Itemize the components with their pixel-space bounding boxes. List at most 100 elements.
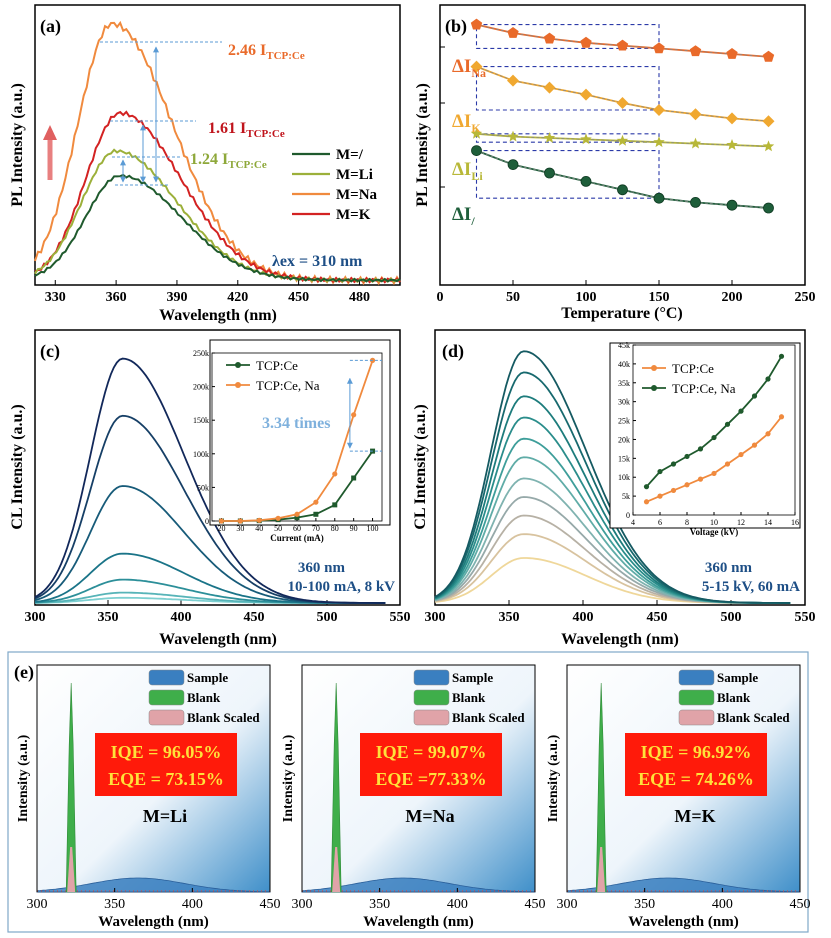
subplot-ylabel: Intensity (a.u.) [16, 734, 31, 822]
panel-c: (c) 300 350 400 450 500 550 20 30 40 50 60 70 80 90 1… [9, 329, 411, 648]
panel-b-xtick-label: 0 [437, 290, 444, 305]
subplot-xtick-label: 350 [634, 897, 655, 912]
legend-label: Blank Scaled [452, 710, 525, 725]
fit-line [476, 150, 769, 209]
subplot-xlabel: Wavelength (nm) [98, 914, 208, 930]
inset-c-xtick-label: 20 [217, 524, 225, 533]
inset-d-xtick-label: 6 [658, 518, 662, 527]
delta-label: ΔILi [452, 159, 483, 183]
subplot-title: M=Na [405, 806, 454, 826]
data-point [580, 175, 592, 187]
inset-c-point [294, 515, 300, 521]
inset-c-point [294, 511, 300, 517]
decay-box [475, 133, 660, 143]
panel-a-xtick-label: 450 [288, 290, 309, 305]
series-line [476, 65, 769, 123]
delta-label: ΔI/ [452, 204, 475, 228]
panel-b-ticks: 0 50 100 150 200 250 [437, 46, 816, 305]
legend-label: Sample [187, 670, 228, 685]
inset-d-point [643, 499, 650, 505]
inset-d-ytick-label: 20k [618, 435, 630, 444]
panel-d-condition-label: 5-15 kV, 60 mA [702, 579, 800, 595]
inset-c-xtick-label: 90 [350, 524, 358, 533]
panel-b-xtick-label: 150 [649, 290, 670, 305]
panel-a-xtick-label: 480 [349, 290, 370, 305]
legend-label: Sample [452, 670, 493, 685]
inset-c-xtick-label: 60 [293, 524, 301, 533]
inset-d-xlabel: Voltage (kV) [690, 527, 738, 537]
legend-label: Blank [452, 690, 486, 705]
inset-c-point [332, 471, 338, 477]
inset-c-xtick-label: 70 [312, 524, 320, 533]
panel-d-ylabel: CL Intensity (a.u.) [412, 404, 429, 529]
panel-c-xtick-label: 350 [98, 610, 119, 625]
inset-c-legend-label: TCP:Ce, Na [256, 378, 320, 393]
inset-d-legend-marker [651, 385, 657, 391]
inset-c-xtick-label: 30 [236, 524, 244, 533]
series-K [470, 60, 775, 128]
data-point [470, 127, 483, 139]
inset-c-ytick-label: 150k [193, 416, 209, 425]
panel-d-peak-label: 360 nm [705, 560, 753, 576]
data-point [653, 192, 665, 204]
inset-d-point [670, 487, 677, 494]
data-point [470, 60, 483, 73]
delta-main: ΔI [452, 159, 471, 180]
panel-c-peak-label: 360 nm [298, 560, 346, 576]
subplot-xlabel: Wavelength (nm) [363, 914, 473, 930]
inset-c-xtick-label: 80 [331, 524, 339, 533]
data-point [471, 145, 482, 157]
panel-a-xtick-label: 420 [227, 290, 248, 305]
inset-c-ytick-label: 100k [193, 450, 209, 459]
legend-label: M=/ [336, 147, 364, 163]
data-point [653, 136, 665, 148]
inset-d-point [765, 376, 771, 382]
efficiency-box [625, 733, 767, 796]
inset-d-point [684, 482, 690, 488]
subplot-xtick-label: 450 [525, 897, 546, 912]
blank-scaled-peak [67, 847, 76, 892]
inset-c-ratio-label: 3.34 times [262, 415, 330, 432]
inset-d-ytick-label: 30k [618, 398, 630, 407]
panel-b-xtick-label: 200 [722, 290, 743, 305]
eqe-value: EQE =77.33% [375, 769, 486, 789]
subplot-xtick-label: 400 [182, 897, 203, 912]
data-point [689, 137, 702, 149]
data-point [507, 27, 519, 38]
inset-d-xtick-label: 14 [764, 518, 772, 527]
decay-box [475, 150, 660, 199]
panel-d: (d) 300 350 400 450 500 550 4 6 8 10 12 14 16 0 5k 10k… [412, 329, 816, 648]
decay-box [475, 66, 660, 111]
delta-label: ΔIK [452, 111, 481, 135]
delta-main: ΔI [452, 204, 471, 225]
inset-d-point [778, 353, 785, 359]
efficiency-box [360, 733, 502, 796]
inset-d-ytick-label: 35k [618, 379, 630, 388]
data-point [763, 202, 774, 214]
inset-d-point [765, 431, 771, 437]
legend-swatch [678, 669, 715, 686]
inset-d-xtick-label: 8 [685, 518, 689, 527]
panel-e-subplots: Sample Blank Blank Scaled IQE = 96.05% EQE =… [16, 664, 811, 930]
iqe-value: IQE = 96.05% [111, 742, 222, 762]
panel-b-boxes [475, 24, 660, 199]
inset-d-point [711, 434, 717, 441]
panel-c-ticks: 300 350 400 450 500 550 [25, 600, 411, 625]
data-point [616, 134, 629, 146]
inset-c-ytick-label: 0 [205, 517, 209, 526]
inset-d: 4 6 8 10 12 14 16 0 5k 10k 15k 20k 25k 30k 35k 40k 45k Vo… [618, 341, 799, 537]
inset-d-point [724, 421, 731, 427]
legend-swatch [148, 709, 185, 726]
inset-d-point [657, 493, 663, 499]
data-point [616, 97, 629, 109]
iqe-value: IQE = 96.92% [641, 742, 752, 762]
panel-a-ylabel: PL Intensity (a.u.) [9, 83, 26, 207]
series-Li [470, 127, 775, 152]
data-point [543, 32, 556, 44]
inset-d-ytick-label: 5k [622, 492, 630, 501]
efficiency-box [95, 733, 237, 796]
subplot-3: Sample Blank Blank Scaled IQE = 96.92% EQE =… [546, 664, 811, 930]
panel-d-frame [434, 329, 806, 606]
panel-b-ylabel: PL Intensity (a.u.) [414, 83, 431, 207]
